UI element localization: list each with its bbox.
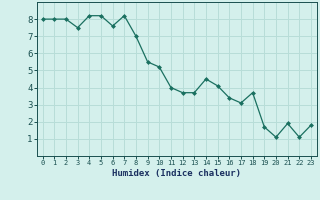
- X-axis label: Humidex (Indice chaleur): Humidex (Indice chaleur): [112, 169, 241, 178]
